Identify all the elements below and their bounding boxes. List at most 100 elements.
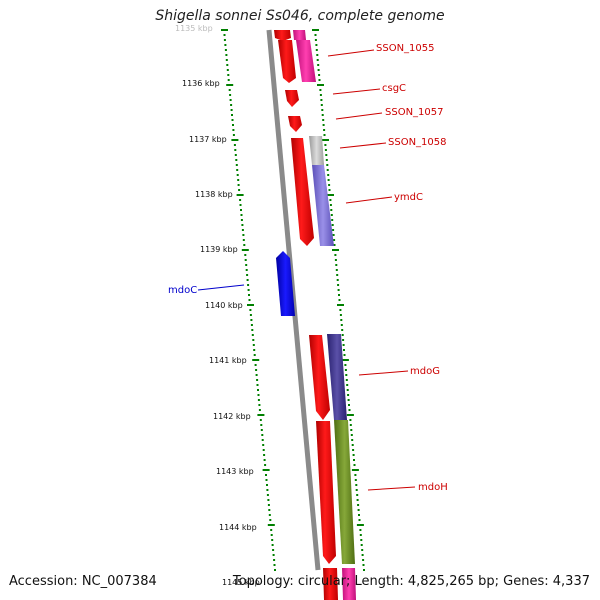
gene-arrow-SSON_1055[interactable] <box>278 40 296 83</box>
gene-band-mdoH[interactable] <box>334 420 355 564</box>
tick-mark <box>225 59 228 61</box>
tick-mark <box>362 564 365 566</box>
tick-mark <box>239 204 242 206</box>
tick-mark <box>228 89 231 91</box>
tick-mark <box>319 94 322 96</box>
tick-mark <box>353 464 356 466</box>
label-mdoH[interactable]: mdoH <box>418 482 448 493</box>
tick-mark <box>244 254 247 256</box>
tick-mark <box>261 434 264 436</box>
label-SSON_1057[interactable]: SSON_1057 <box>385 107 444 118</box>
gene-band-partial-top[interactable] <box>293 30 306 40</box>
tick-mark <box>254 364 257 366</box>
tick-mark <box>332 229 335 231</box>
tick-mark <box>348 404 350 406</box>
tick-mark <box>327 174 330 176</box>
tick-mark <box>333 244 336 246</box>
tick-mark <box>358 519 361 521</box>
tick-mark <box>260 429 263 431</box>
tick-mark <box>226 69 229 71</box>
tick-mark <box>322 139 329 141</box>
tick-mark <box>236 174 239 176</box>
tick-mark <box>239 199 242 201</box>
leader-SSON_1058 <box>339 142 387 149</box>
tick-tracks <box>221 29 365 571</box>
tick-mark <box>257 414 265 416</box>
tick-mark <box>230 104 233 106</box>
tick-mark <box>261 439 264 441</box>
tick-mark <box>262 449 265 451</box>
gene-band-ymdC[interactable] <box>312 165 334 246</box>
tick-mark <box>232 134 235 136</box>
tick-mark <box>312 29 319 31</box>
tick-mark <box>263 454 266 456</box>
tick-mark <box>245 269 248 271</box>
gene-band-SSON_1055[interactable] <box>296 40 316 82</box>
tick-mark <box>229 99 232 101</box>
tick-mark <box>336 274 339 276</box>
tick-mark <box>224 44 227 46</box>
tick-mark <box>357 504 360 506</box>
tick-mark <box>246 274 249 276</box>
tick-mark <box>331 219 334 221</box>
tick-mark <box>235 159 238 161</box>
tick-mark <box>268 514 271 516</box>
tick-mark <box>229 94 232 96</box>
tick-mark <box>246 279 249 281</box>
tick-mark <box>344 369 347 371</box>
tick-mark <box>270 529 273 531</box>
tick-mark <box>328 184 331 186</box>
tick-mark <box>267 504 270 506</box>
tick-mark <box>355 484 358 486</box>
label-ymdC[interactable]: ymdC <box>394 192 423 203</box>
tick-mark <box>237 184 240 186</box>
gene-arrow-csgC[interactable] <box>285 90 299 107</box>
tick-mark <box>317 69 320 71</box>
tick-mark <box>362 559 365 561</box>
tick-mark <box>339 314 342 316</box>
tick-mark <box>342 339 345 341</box>
tick-mark <box>346 384 349 386</box>
tick-mark <box>252 344 255 346</box>
genome-info-text: Topology: circular; Length: 4,825,265 bp… <box>232 574 590 589</box>
leader-mdoH <box>367 486 416 491</box>
gene-band-partial-bottom[interactable] <box>342 568 356 600</box>
tick-mark <box>257 399 260 401</box>
gene-band-SSON_1058[interactable] <box>309 136 324 165</box>
tick-mark <box>315 49 318 51</box>
tick-mark <box>236 169 239 171</box>
tick-mark <box>331 224 334 226</box>
gene-arrow-mdoH[interactable] <box>316 421 336 564</box>
tick-mark <box>346 389 349 391</box>
gene-arrow-mdoC[interactable] <box>276 251 295 316</box>
label-mdoC[interactable]: mdoC <box>168 285 197 296</box>
label-SSON_1055[interactable]: SSON_1055 <box>376 43 435 54</box>
tick-mark <box>240 209 242 211</box>
tick-mark <box>341 334 344 336</box>
gene-arrow-partial-top[interactable] <box>274 30 291 41</box>
feature-track <box>274 30 356 600</box>
kbp-label-1138: 1138 kbp <box>195 190 233 199</box>
tick-mark <box>247 289 250 291</box>
gene-arrow-SSON_1057[interactable] <box>288 116 302 132</box>
tick-mark <box>272 554 275 556</box>
label-SSON_1058[interactable]: SSON_1058 <box>388 137 447 148</box>
tick-mark <box>337 284 340 286</box>
label-csgC[interactable]: csgC <box>382 83 406 94</box>
gene-arrow-partial-bottom[interactable] <box>323 568 338 600</box>
tick-mark <box>230 109 233 111</box>
tick-mark <box>267 524 275 526</box>
gene-band-mdoG[interactable] <box>327 334 347 420</box>
tick-mark <box>348 409 351 411</box>
tick-mark <box>334 259 337 261</box>
kbp-label-1145: 1145 kbp <box>222 578 260 587</box>
tick-mark <box>274 569 276 571</box>
tick-mark <box>321 109 324 111</box>
gene-arrow-ymdC[interactable] <box>291 138 314 246</box>
tick-mark <box>356 499 359 501</box>
tick-mark <box>319 89 322 91</box>
label-mdoG[interactable]: mdoG <box>410 366 440 377</box>
gene-arrow-mdoG[interactable] <box>309 335 330 420</box>
leader-csgC <box>332 88 381 95</box>
